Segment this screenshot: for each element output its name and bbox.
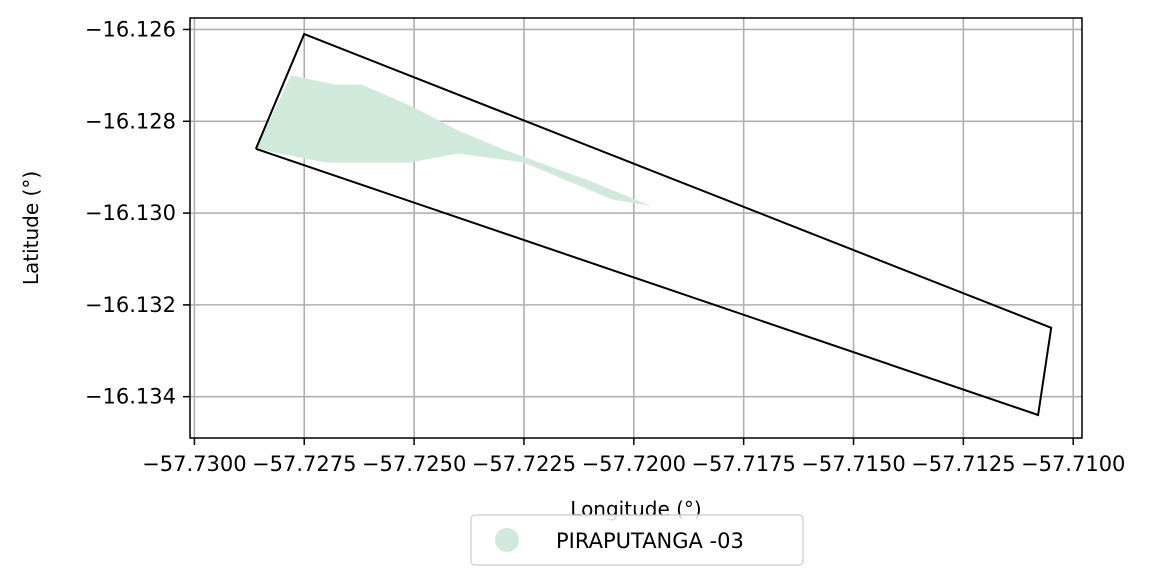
y-axis-label: Latitude (°) <box>19 171 43 285</box>
x-tick-label: −57.7250 <box>362 452 466 476</box>
y-tick-label: −16.134 <box>85 385 176 409</box>
x-tick-label: −57.7200 <box>582 452 686 476</box>
legend: PIRAPUTANGA -03 <box>470 514 804 566</box>
y-ticks: −16.126 −16.128 −16.130 −16.132 −16.134 <box>85 17 190 409</box>
boundary-polygon <box>254 32 1053 417</box>
legend-box <box>470 514 804 566</box>
x-tick-label: −57.7150 <box>801 452 905 476</box>
y-tick-label: −16.126 <box>85 17 176 41</box>
grid-layer <box>190 18 1082 438</box>
legend-label: PIRAPUTANGA -03 <box>556 529 744 553</box>
x-tick-label: −57.7125 <box>911 452 1015 476</box>
boundary-layer <box>254 32 1053 417</box>
x-tick-label: −57.7175 <box>691 452 795 476</box>
area-polygon <box>255 75 652 207</box>
x-ticks: −57.7300 −57.7275 −57.7250 −57.7225 −57.7200… <box>142 438 1125 476</box>
axes-frame <box>189 17 1083 439</box>
legend-marker <box>495 528 519 552</box>
y-tick-label: −16.128 <box>85 109 176 133</box>
x-tick-label: −57.7100 <box>1021 452 1125 476</box>
y-tick-label: −16.132 <box>85 293 176 317</box>
y-tick-label: −16.130 <box>85 201 176 225</box>
x-tick-label: −57.7275 <box>252 452 356 476</box>
area-layer <box>255 75 652 207</box>
x-tick-label: −57.7225 <box>472 452 576 476</box>
x-tick-label: −57.7300 <box>142 452 246 476</box>
